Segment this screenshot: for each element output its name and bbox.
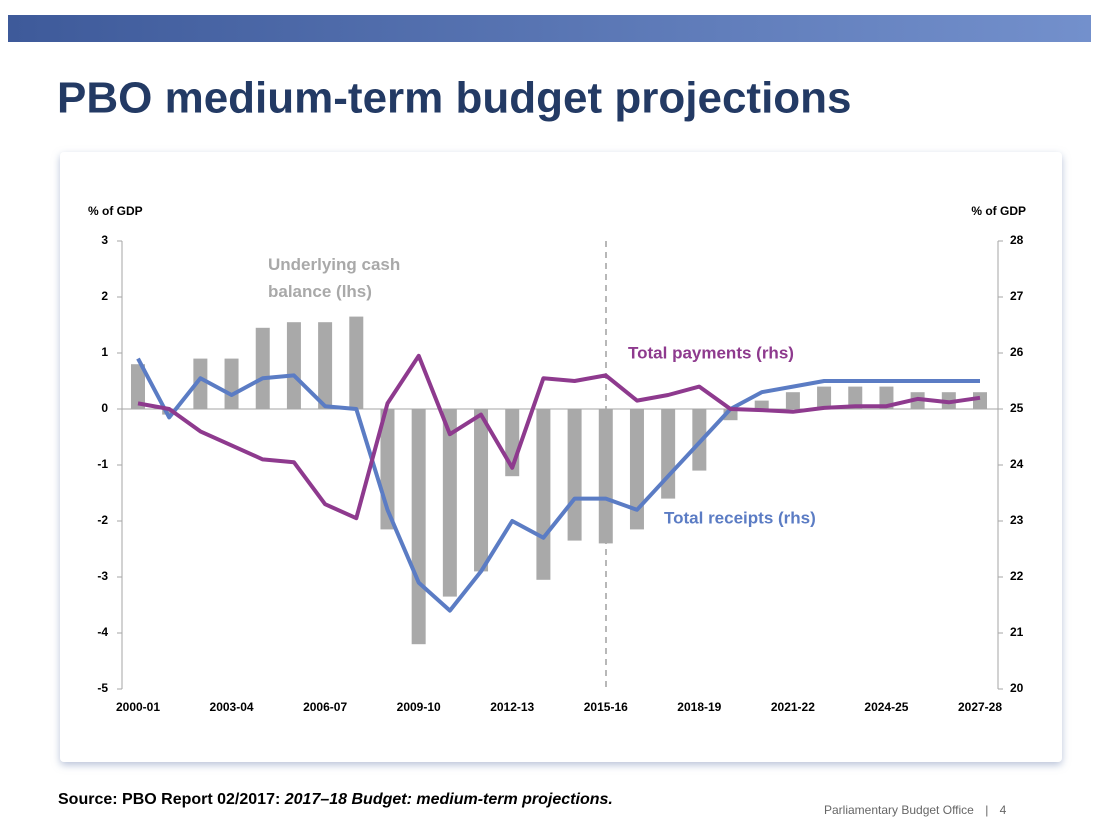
bar — [349, 316, 364, 409]
y2-tick-label: 24 — [1010, 457, 1024, 471]
y-tick-label: 3 — [101, 233, 108, 247]
bar — [785, 392, 800, 409]
bar — [536, 409, 551, 580]
bar — [193, 358, 208, 409]
y-tick-label: -2 — [97, 513, 108, 527]
y2-tick-label: 23 — [1010, 513, 1024, 527]
y2-tick-label: 27 — [1010, 289, 1024, 303]
source-title: 2017–18 Budget: medium-term projections. — [284, 791, 613, 808]
bar — [661, 409, 676, 499]
bar — [474, 409, 489, 572]
bar — [754, 400, 769, 409]
y2-axis-label: % of GDP — [971, 204, 1026, 218]
bar — [411, 409, 426, 645]
y2-tick-label: 22 — [1010, 569, 1024, 583]
separator: | — [985, 803, 988, 817]
bar — [442, 409, 457, 597]
x-tick-label: 2000-01 — [116, 700, 160, 714]
series-label: Underlying cash balance (lhs) — [268, 255, 405, 301]
y2-tick-label: 20 — [1010, 681, 1024, 695]
bar — [224, 358, 239, 409]
page-number: 4 — [1000, 803, 1007, 817]
x-tick-label: 2027-28 — [958, 700, 1002, 714]
x-tick-label: 2018-19 — [677, 700, 721, 714]
x-tick-label: 2006-07 — [303, 700, 347, 714]
x-tick-label: 2009-10 — [397, 700, 441, 714]
series-label: Total payments (rhs) — [628, 343, 794, 362]
bar — [318, 322, 333, 409]
y2-tick-label: 26 — [1010, 345, 1024, 359]
bar — [286, 322, 301, 409]
x-tick-label: 2021-22 — [771, 700, 815, 714]
source-label: Source: PBO Report 02/2017: — [58, 791, 280, 808]
y-tick-label: 2 — [101, 289, 108, 303]
y2-tick-label: 25 — [1010, 401, 1024, 415]
bar — [848, 386, 863, 409]
bar — [162, 409, 177, 415]
y-tick-label: -5 — [97, 681, 108, 695]
series-label: Total receipts (rhs) — [664, 508, 816, 527]
x-tick-label: 2015-16 — [584, 700, 628, 714]
bar — [131, 364, 145, 409]
bar — [629, 409, 644, 530]
organization: Parliamentary Budget Office — [824, 803, 974, 817]
chart: % of GDP% of GDP-5-4-3-2-101232021222324… — [88, 204, 1026, 714]
y-tick-label: -1 — [97, 457, 108, 471]
x-tick-label: 2012-13 — [490, 700, 534, 714]
y2-tick-label: 28 — [1010, 233, 1024, 247]
source-note: Source: PBO Report 02/2017: 2017–18 Budg… — [58, 791, 613, 808]
bar — [567, 409, 582, 541]
x-tick-label: 2024-25 — [864, 700, 908, 714]
footer-org: Parliamentary Budget Office | 4 — [824, 803, 1007, 817]
y-tick-label: -4 — [97, 625, 108, 639]
y2-tick-label: 21 — [1010, 625, 1024, 639]
chart-card — [60, 152, 1062, 762]
top-bar — [8, 15, 1091, 42]
y-tick-label: 0 — [101, 401, 108, 415]
y-axis-label: % of GDP — [88, 204, 143, 218]
line-series — [136, 357, 980, 613]
bar — [255, 327, 270, 409]
line-series — [137, 353, 981, 521]
bar — [598, 409, 613, 544]
bar — [973, 392, 987, 409]
bar — [817, 386, 832, 409]
y-tick-label: 1 — [101, 345, 108, 359]
y-tick-label: -3 — [97, 569, 108, 583]
slide-title: PBO medium-term budget projections — [57, 74, 852, 123]
x-tick-label: 2003-04 — [210, 700, 254, 714]
bar — [723, 409, 738, 421]
